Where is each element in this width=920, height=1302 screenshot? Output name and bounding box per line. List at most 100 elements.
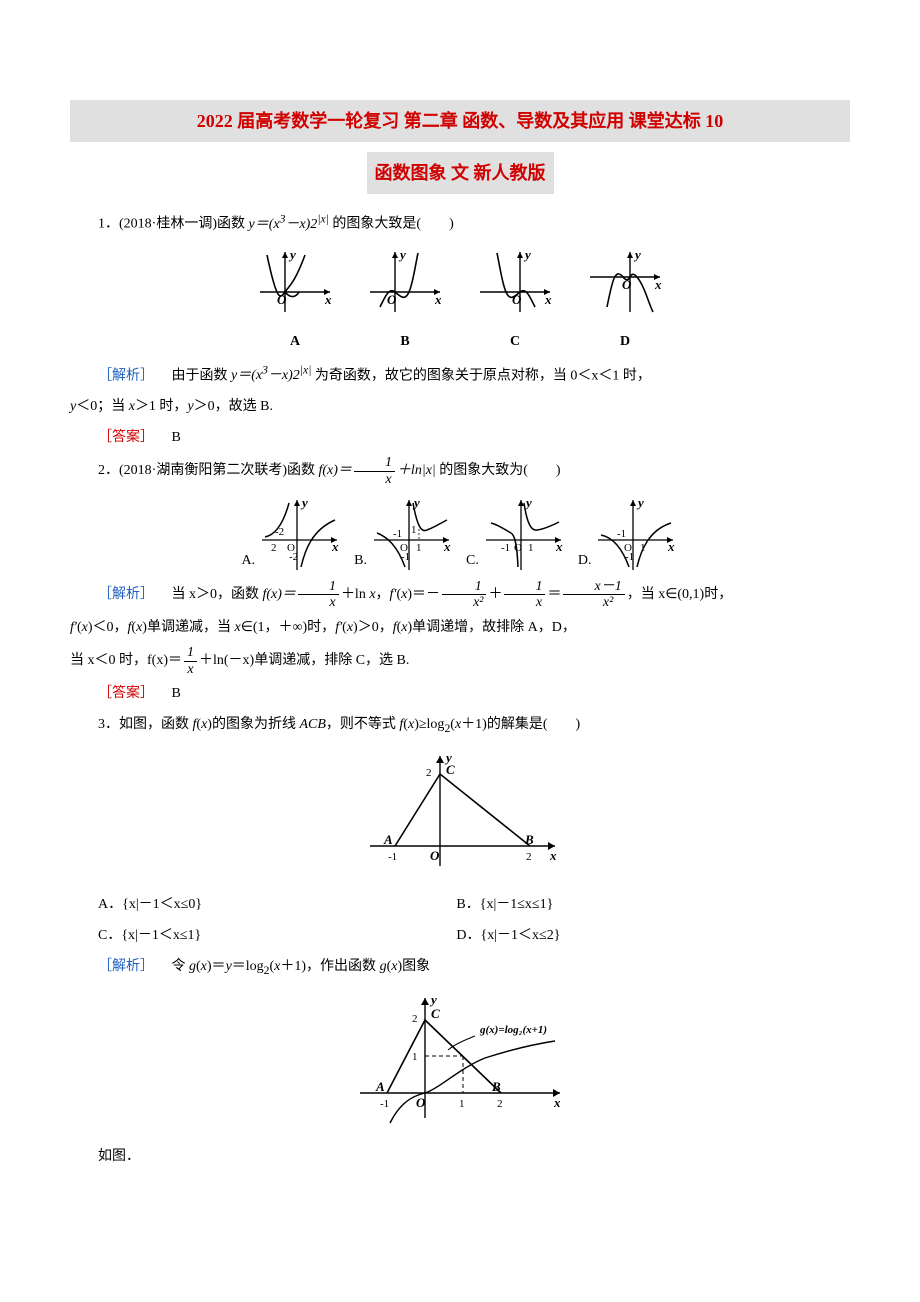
q2-optlabel-c: C.: [466, 548, 479, 575]
q3-choice-b: B．{x|－1≤x≤1}: [456, 892, 794, 919]
svg-text:y: y: [524, 495, 532, 510]
q3-choices-row2: C．{x|－1＜x≤1} D．{x|－1＜x≤2}: [98, 923, 850, 950]
eq1: ＝: [547, 587, 561, 602]
q2-stem-suffix: 的图象大致为( ): [439, 463, 560, 478]
svg-text:O: O: [622, 277, 632, 292]
q3-choices-row1: A．{x|－1＜x≤0} B．{x|－1≤x≤1}: [98, 892, 850, 919]
q1-answer: ［答案］ B: [70, 425, 850, 452]
q1-an-formula: y＝(x3－x)2|x|: [231, 368, 311, 383]
svg-text:1: 1: [416, 542, 422, 554]
svg-text:-2: -2: [275, 526, 284, 538]
xtick-neg1: -1: [388, 851, 397, 863]
doc-title-sub: 函数图象 文 新人教版: [367, 152, 554, 194]
q1-fig-b: O x y B: [365, 247, 445, 356]
q2-stem: 2．(2018·湖南衡阳第二次联考)函数 f(x)＝1x＋ln|x| 的图象大致…: [70, 455, 850, 487]
svg-text:x: x: [434, 292, 442, 307]
q2-figure-row: A. -22 O -2 x y B. -1 O 1 -1: [70, 495, 850, 575]
svg-text:y: y: [633, 247, 641, 262]
svg-text:y: y: [412, 495, 420, 510]
svg-text:x: x: [443, 539, 451, 554]
q3-choice-c: C．{x|－1＜x≤1}: [98, 923, 436, 950]
svg-text:y: y: [300, 495, 308, 510]
q2-an3pre: 当 x＜0 时，f(x)＝: [70, 654, 182, 669]
q1-label-a: A: [255, 329, 335, 356]
q2-stem-prefix: 2．(2018·湖南衡阳第二次联考)函数: [98, 463, 319, 478]
xtick-2: 2: [526, 851, 532, 863]
q2-lnx: ＋ln|x|: [397, 463, 436, 478]
q1-stem-prefix: 1．(2018·桂林一调)函数: [98, 217, 249, 232]
q1-formula: y＝(x3－x)2|x|: [249, 217, 329, 232]
q1-answer-val: B: [158, 430, 181, 445]
pt-A2: A: [375, 1079, 385, 1094]
svg-text:O: O: [387, 292, 397, 307]
svg-text:x: x: [544, 292, 552, 307]
q1-label-d: D: [585, 329, 665, 356]
q2-frac1-num: 1: [354, 455, 395, 471]
ytick-1: 1: [412, 1051, 418, 1063]
svg-text:2: 2: [271, 542, 277, 554]
analysis-label-3: ［解析］: [98, 959, 154, 974]
svg-text:x: x: [324, 292, 332, 307]
doc-title-main: 2022 届高考数学一轮复习 第二章 函数、导数及其应用 课堂达标 10: [70, 100, 850, 142]
q1-analysis: ［解析］ 由于函数 y＝(x3－x)2|x| 为奇函数，故它的图象关于原点对称，…: [70, 360, 850, 390]
q1-label-b: B: [365, 329, 445, 356]
q3-choice-a: A．{x|－1＜x≤0}: [98, 892, 436, 919]
q2-fig-b: B. -1 O 1 -1 1 x y: [354, 495, 454, 575]
q2-analysis-1: ［解析］ 当 x＞0，函数 f(x)＝1x＋ln x，f′(x)＝－1x²＋1x…: [70, 579, 850, 611]
f5n: x－1: [563, 579, 624, 595]
svg-text:x: x: [654, 277, 662, 292]
svg-text:x: x: [555, 539, 563, 554]
svg-text:x: x: [549, 848, 557, 863]
pt-B: B: [524, 832, 534, 847]
svg-text:x: x: [331, 539, 339, 554]
q1-figure-row: O x y A O x y B O x y C: [70, 247, 850, 356]
f3n: 1: [442, 579, 486, 595]
ytick-2: 2: [426, 767, 432, 779]
q2-an-f: f(x)＝: [263, 587, 296, 602]
plus1: ＋: [488, 587, 502, 602]
xtick-1: 1: [459, 1098, 465, 1110]
q1-an-2: 为奇函数，故它的图象关于原点对称，当 0＜x＜1 时，: [315, 368, 651, 383]
q3-fig-1: A B C 2 -1 O 2 x y: [70, 746, 850, 887]
q2-analysis-2: f′(x)＜0，f(x)单调递减，当 x∈(1，＋∞)时，f′(x)＞0，f(x…: [70, 615, 850, 642]
f6n: 1: [184, 645, 197, 661]
svg-text:-1: -1: [617, 528, 626, 540]
q2-optlabel-d: D.: [578, 548, 592, 575]
origin: O: [430, 848, 440, 863]
q3-analysis: ［解析］ 令 g(x)＝y＝log2(x＋1)，作出函数 g(x)图象: [70, 954, 850, 982]
f3d: x²: [442, 595, 486, 610]
q2-frac1-den: x: [354, 472, 395, 487]
svg-text:x: x: [667, 539, 675, 554]
q2-f: f(x)＝: [319, 463, 352, 478]
svg-text:O: O: [514, 542, 522, 554]
pt-C2: C: [431, 1006, 440, 1021]
q1-label-c: C: [475, 329, 555, 356]
pt-B2: B: [491, 1079, 501, 1094]
q1-fig-c: O x y C: [475, 247, 555, 356]
q2-optlabel-b: B.: [354, 548, 367, 575]
svg-text:y: y: [288, 247, 296, 262]
q2-optlabel-a: A.: [242, 548, 256, 575]
svg-text:y: y: [523, 247, 531, 262]
svg-text:y: y: [398, 247, 406, 262]
svg-text:-1: -1: [393, 528, 402, 540]
q3-choice-d: D．{x|－1＜x≤2}: [456, 923, 794, 950]
f2n: 1: [298, 579, 339, 595]
q1-fig-d: O x y D: [585, 247, 665, 356]
origin-b: O: [416, 1095, 426, 1110]
svg-text:1: 1: [640, 542, 646, 554]
q2-fig-d: D. -1 O 1 -1 x y: [578, 495, 679, 575]
svg-text:y: y: [636, 495, 644, 510]
f2d: x: [298, 595, 339, 610]
svg-text:O: O: [277, 292, 287, 307]
q2-tail1: ，当 x∈(0,1)时，: [627, 587, 733, 602]
q1-an-1: 由于函数: [158, 368, 232, 383]
q3-fig-2: A B C 2 1 -1 O 1 2 x y g(x)=log₂(x+1): [70, 988, 850, 1139]
svg-text:-1: -1: [501, 542, 510, 554]
xtick-neg1b: -1: [380, 1098, 389, 1110]
svg-text:y: y: [444, 750, 452, 765]
q2-an1: 当 x＞0，函数: [158, 587, 263, 602]
q1-fig-a: O x y A: [255, 247, 335, 356]
q2-an3post: ＋ln(－x)单调递减，排除 C，选 B.: [199, 654, 409, 669]
answer-label: ［答案］: [98, 430, 154, 445]
